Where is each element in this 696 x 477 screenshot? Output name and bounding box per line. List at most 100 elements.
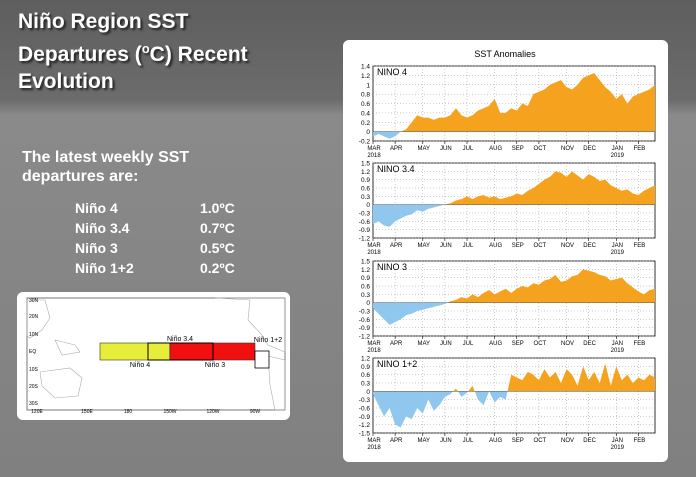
year-label: 2019 (611, 250, 625, 256)
y-tick-label: 0 (366, 202, 370, 209)
nino4-box (147, 342, 171, 361)
lon-label: 90W (250, 409, 261, 415)
lat-label: 20S (29, 384, 39, 390)
x-tick-label: JUN (440, 438, 452, 444)
positive-area (373, 363, 655, 392)
x-tick-label: JUL (463, 341, 474, 347)
nino34-box (147, 342, 214, 361)
x-tick-label: FEB (634, 438, 646, 444)
coastline (26, 297, 286, 411)
y-tick-label: 0.6 (361, 101, 370, 108)
y-tick-label: 0.9 (361, 364, 370, 371)
y-tick-label: 1 (366, 82, 370, 89)
x-tick-label: DEC (583, 438, 596, 444)
x-tick-label: NOV (561, 243, 574, 249)
year-label: 2018 (367, 445, 381, 451)
lon-label: 120W (206, 409, 219, 415)
year-label: 2019 (611, 153, 625, 159)
y-tick-label: 1.4 (361, 64, 370, 71)
positive-area (444, 171, 655, 205)
y-tick-label: 0.2 (361, 120, 370, 127)
y-tick-label: -0.6 (359, 406, 371, 413)
y-tick-label: 0 (366, 129, 370, 136)
positive-area (447, 269, 655, 303)
y-tick-label: 1.2 (361, 267, 370, 274)
x-tick-label: OCT (534, 146, 547, 152)
x-tick-label: MAY (417, 438, 430, 444)
y-tick-label: -0.3 (359, 397, 371, 404)
x-tick-label: JUN (440, 341, 452, 347)
x-tick-label: JAN (612, 146, 623, 152)
chart-title: NINO 3 (377, 262, 407, 272)
x-tick-label: MAY (417, 146, 430, 152)
y-tick-label: -1.2 (359, 334, 371, 341)
lat-label: 30N (29, 298, 39, 304)
y-tick-label: -0.3 (359, 309, 371, 316)
x-tick-label: FEB (634, 243, 646, 249)
x-tick-label: FEB (634, 146, 646, 152)
y-tick-label: 0.9 (361, 177, 370, 184)
y-tick-label: 1.2 (361, 73, 370, 80)
lon-label: 150E (81, 409, 93, 415)
y-tick-label: 1.2 (361, 356, 370, 363)
x-tick-label: APR (390, 146, 403, 152)
y-tick-label: 1.5 (361, 161, 370, 168)
lon-label: 180 (124, 409, 133, 415)
x-tick-label: JUL (463, 146, 474, 152)
chart-title: NINO 4 (377, 67, 407, 77)
x-tick-label: SEP (512, 243, 524, 249)
x-tick-label: JUN (440, 243, 452, 249)
region-name: Niño 4 (75, 200, 118, 216)
negative-area (373, 204, 655, 227)
y-tick-label: 0.3 (361, 292, 370, 299)
region-label: Niño 1+2 (254, 337, 282, 344)
departure-value: 0.7ºC (200, 220, 235, 236)
y-tick-label: 0.9 (361, 275, 370, 282)
x-tick-label: NOV (561, 146, 574, 152)
title-sup: o (141, 41, 150, 56)
x-tick-label: OCT (534, 243, 547, 249)
y-tick-label: -0.9 (359, 325, 371, 332)
chart-panel (343, 40, 668, 462)
title-text: C) Recent Evolution (18, 43, 248, 93)
lat-label: 30S (29, 401, 39, 407)
lon-label: 150W (163, 409, 176, 415)
y-tick-label: 1.5 (361, 259, 370, 266)
y-tick-label: 0.6 (361, 186, 370, 193)
chart-title: NINO 1+2 (377, 359, 417, 369)
year-label: 2018 (367, 250, 381, 256)
region-label: Niño 3.4 (167, 336, 193, 343)
y-tick-label: -0.2 (359, 139, 371, 146)
x-tick-label: SEP (512, 146, 524, 152)
y-tick-label: 0.3 (361, 381, 370, 388)
y-tick-label: -0.9 (359, 414, 371, 421)
y-tick-label: -0.6 (359, 317, 371, 324)
x-tick-label: DEC (583, 243, 596, 249)
x-tick-label: MAR (367, 243, 381, 249)
x-tick-label: OCT (534, 438, 547, 444)
panel-title: SST Anomalies (474, 49, 536, 59)
x-tick-label: NOV (561, 438, 574, 444)
y-tick-label: -1.2 (359, 422, 371, 429)
x-tick-label: SEP (512, 341, 524, 347)
x-tick-label: MAR (367, 341, 381, 347)
year-label: 2018 (367, 348, 381, 354)
region-name: Niño 1+2 (75, 260, 134, 276)
departure-value: 0.2ºC (200, 260, 235, 276)
x-tick-label: JAN (612, 243, 623, 249)
region-name: Niño 3.4 (75, 220, 130, 236)
y-tick-label: -0.6 (359, 219, 371, 226)
table-row: Niño 4 1.0ºC (75, 200, 235, 216)
x-tick-label: JAN (612, 341, 623, 347)
negative-area (373, 391, 508, 428)
y-tick-label: 0.3 (361, 194, 370, 201)
y-tick-label: -1.5 (359, 431, 371, 438)
x-tick-label: AUG (489, 438, 502, 444)
y-tick-label: 0.4 (361, 110, 370, 117)
x-tick-label: MAR (367, 146, 381, 152)
y-tick-label: 0.8 (361, 92, 370, 99)
x-tick-label: APR (390, 243, 403, 249)
departure-value: 0.5ºC (200, 240, 235, 256)
